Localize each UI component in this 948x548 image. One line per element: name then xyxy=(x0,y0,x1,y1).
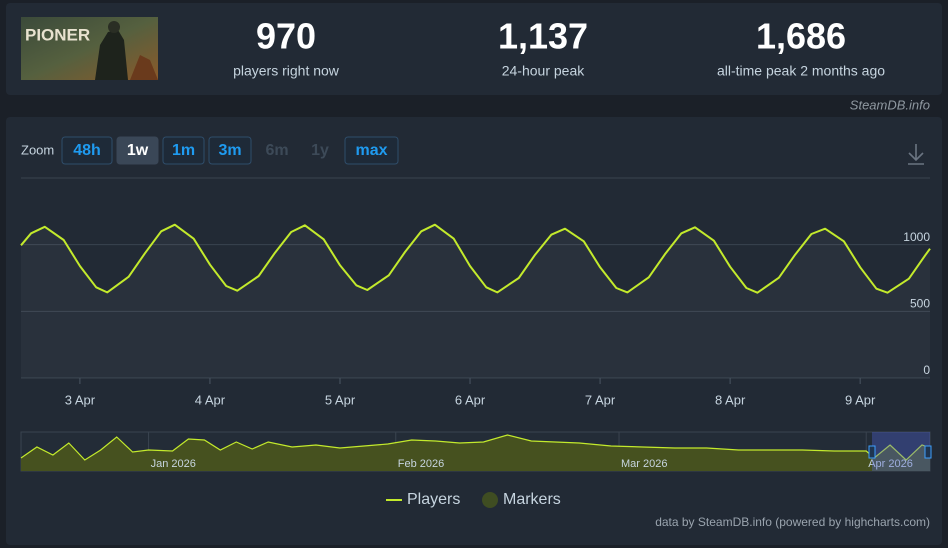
navigator-handle[interactable] xyxy=(924,445,932,459)
header-panel xyxy=(6,3,942,95)
zoom-button-label[interactable]: max xyxy=(355,142,387,159)
x-tick-label: 4 Apr xyxy=(195,392,226,407)
zoom-button-label[interactable]: 1m xyxy=(172,142,195,159)
navigator-tick-label: Apr 2026 xyxy=(868,458,913,470)
navigator-tick-label: Mar 2026 xyxy=(621,458,667,470)
zoom-button-label: 1y xyxy=(311,142,329,159)
zoom-button[interactable] xyxy=(61,136,113,165)
y-tick-label: 0 xyxy=(923,363,930,377)
thumbnail-fire xyxy=(130,55,158,80)
x-tick-label: 3 Apr xyxy=(65,392,96,407)
y-tick-label: 1000 xyxy=(903,230,930,244)
navigator-area xyxy=(21,435,930,471)
stat-label: 24-hour peak xyxy=(502,63,586,79)
legend-marker[interactable] xyxy=(482,492,498,508)
x-tick-label: 8 Apr xyxy=(715,392,746,407)
zoom-button-label[interactable]: 1w xyxy=(127,142,149,159)
stat-label: all-time peak 2 months ago xyxy=(717,63,885,79)
series-line xyxy=(20,223,931,294)
zoom-label: Zoom xyxy=(21,142,54,157)
game-thumbnail: PIONER xyxy=(21,17,158,80)
zoom-button[interactable] xyxy=(208,136,252,165)
download-icon[interactable] xyxy=(908,144,924,165)
legend-label[interactable]: Markers xyxy=(503,491,561,508)
legend-label[interactable]: Players xyxy=(407,491,460,508)
zoom-button[interactable] xyxy=(162,136,205,165)
navigator-selection[interactable] xyxy=(872,432,930,471)
thumbnail-figure xyxy=(95,30,128,80)
x-tick-label: 9 Apr xyxy=(845,392,876,407)
thumbnail-head xyxy=(108,21,120,33)
navigator-tick-label: Jan 2026 xyxy=(151,458,196,470)
navigator-tick-label: Feb 2026 xyxy=(398,458,444,470)
stat-value: 970 xyxy=(256,16,316,57)
zoom-button-label[interactable]: 48h xyxy=(73,142,101,159)
x-tick-label: 6 Apr xyxy=(455,392,486,407)
y-tick-label: 500 xyxy=(910,297,930,311)
thumbnail-title: PIONER xyxy=(25,25,90,44)
site-label: SteamDB.info xyxy=(850,97,930,112)
zoom-button-label[interactable]: 3m xyxy=(218,142,241,159)
navigator-line xyxy=(20,434,931,461)
zoom-button[interactable] xyxy=(344,136,399,165)
x-tick-label: 5 Apr xyxy=(325,392,356,407)
credit: data by SteamDB.info (powered by highcha… xyxy=(655,515,930,529)
stat-label: players right now xyxy=(233,63,340,79)
zoom-button-label: 6m xyxy=(265,142,288,159)
stat-value: 1,686 xyxy=(756,16,846,57)
x-tick-label: 7 Apr xyxy=(585,392,616,407)
navigator-handle[interactable] xyxy=(868,445,876,459)
zoom-button[interactable] xyxy=(116,136,159,165)
stat-value: 1,137 xyxy=(498,16,588,57)
